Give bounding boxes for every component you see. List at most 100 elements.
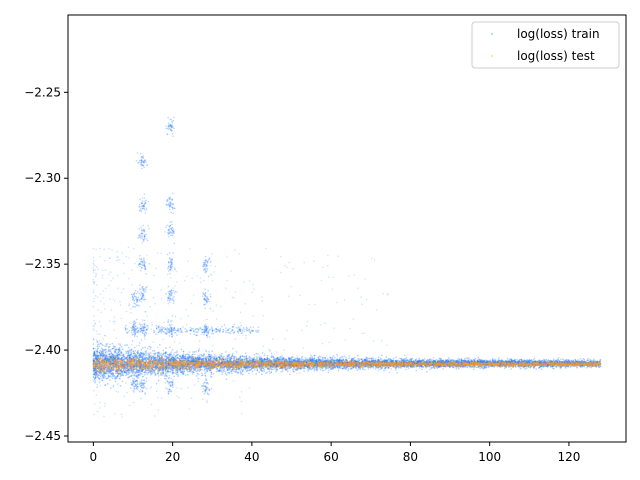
train-point (305, 365, 307, 368)
train-point (444, 361, 446, 363)
train-point (592, 361, 594, 364)
train-point (522, 363, 524, 365)
train-point (192, 353, 194, 356)
train-point (496, 360, 499, 362)
train-point (212, 359, 215, 362)
train-point (479, 361, 482, 363)
train-point (269, 350, 271, 352)
train-point (110, 360, 112, 363)
train-point (98, 345, 100, 348)
train-point (544, 362, 546, 364)
train-point (544, 365, 546, 367)
train-point (361, 364, 364, 367)
train-point (208, 353, 211, 356)
train-point (120, 362, 122, 365)
train-point (235, 364, 237, 367)
train-point (251, 370, 254, 373)
train-point (537, 364, 539, 367)
train-point (595, 364, 597, 367)
train-point (374, 362, 376, 365)
train-point (231, 363, 233, 366)
train-point (565, 360, 568, 362)
train-point (364, 368, 366, 371)
train-point (278, 361, 281, 364)
train-point (334, 356, 336, 359)
train-point (599, 359, 601, 361)
train-point (512, 363, 514, 365)
train-point (155, 383, 158, 385)
train-point (593, 362, 596, 365)
train-point (388, 361, 390, 364)
train-point (523, 360, 525, 362)
train-point (142, 354, 144, 356)
train-point (527, 360, 529, 363)
train-point (191, 373, 194, 375)
train-point (303, 365, 306, 367)
train-point (321, 364, 323, 367)
train-point (215, 355, 217, 358)
train-point (524, 365, 526, 368)
train-point (247, 362, 249, 364)
train-point (297, 363, 300, 366)
train-point (470, 361, 472, 363)
train-point (119, 344, 121, 347)
train-point (386, 362, 388, 365)
train-point (595, 362, 598, 365)
train-point (165, 367, 168, 369)
train-point (348, 361, 351, 364)
train-point (432, 364, 434, 366)
train-point (556, 360, 559, 363)
train-point (150, 373, 152, 375)
train-point (256, 369, 259, 371)
train-point (182, 360, 184, 363)
train-point (130, 369, 133, 371)
train-point (470, 362, 472, 365)
train-point (223, 359, 225, 361)
train-point (116, 370, 118, 373)
train-point (406, 365, 408, 368)
train-point (520, 362, 523, 365)
train-point (548, 359, 550, 362)
train-point (361, 363, 364, 366)
train-point (203, 353, 205, 355)
train-point (479, 361, 482, 364)
train-point (343, 355, 345, 358)
train-point (541, 362, 544, 365)
train-point (121, 357, 123, 359)
train-point (132, 368, 134, 371)
train-point (370, 360, 372, 363)
train-point (440, 361, 442, 364)
train-point (168, 360, 170, 362)
train-point (183, 359, 185, 362)
train-point (131, 355, 133, 357)
train-point (317, 365, 320, 367)
train-point (540, 368, 543, 371)
train-point (238, 367, 241, 370)
train-point (206, 363, 208, 365)
train-point (591, 359, 594, 362)
train-point (565, 365, 568, 368)
train-point (374, 368, 377, 370)
train-point (239, 362, 242, 365)
train-point (452, 363, 454, 366)
train-point (516, 358, 518, 361)
train-point (174, 351, 176, 354)
train-point (94, 362, 96, 365)
train-point (548, 364, 551, 367)
train-point (283, 362, 286, 364)
train-point (457, 357, 460, 360)
train-point (447, 361, 450, 363)
train-point (339, 364, 342, 366)
train-point (560, 358, 562, 361)
train-point (543, 364, 545, 367)
train-point (345, 361, 348, 364)
train-point (337, 369, 340, 372)
train-point (327, 358, 329, 360)
train-point (104, 376, 107, 378)
train-point (518, 361, 521, 363)
train-point (471, 363, 473, 365)
train-point (210, 376, 213, 378)
train-point (441, 363, 443, 366)
train-point (459, 362, 461, 365)
